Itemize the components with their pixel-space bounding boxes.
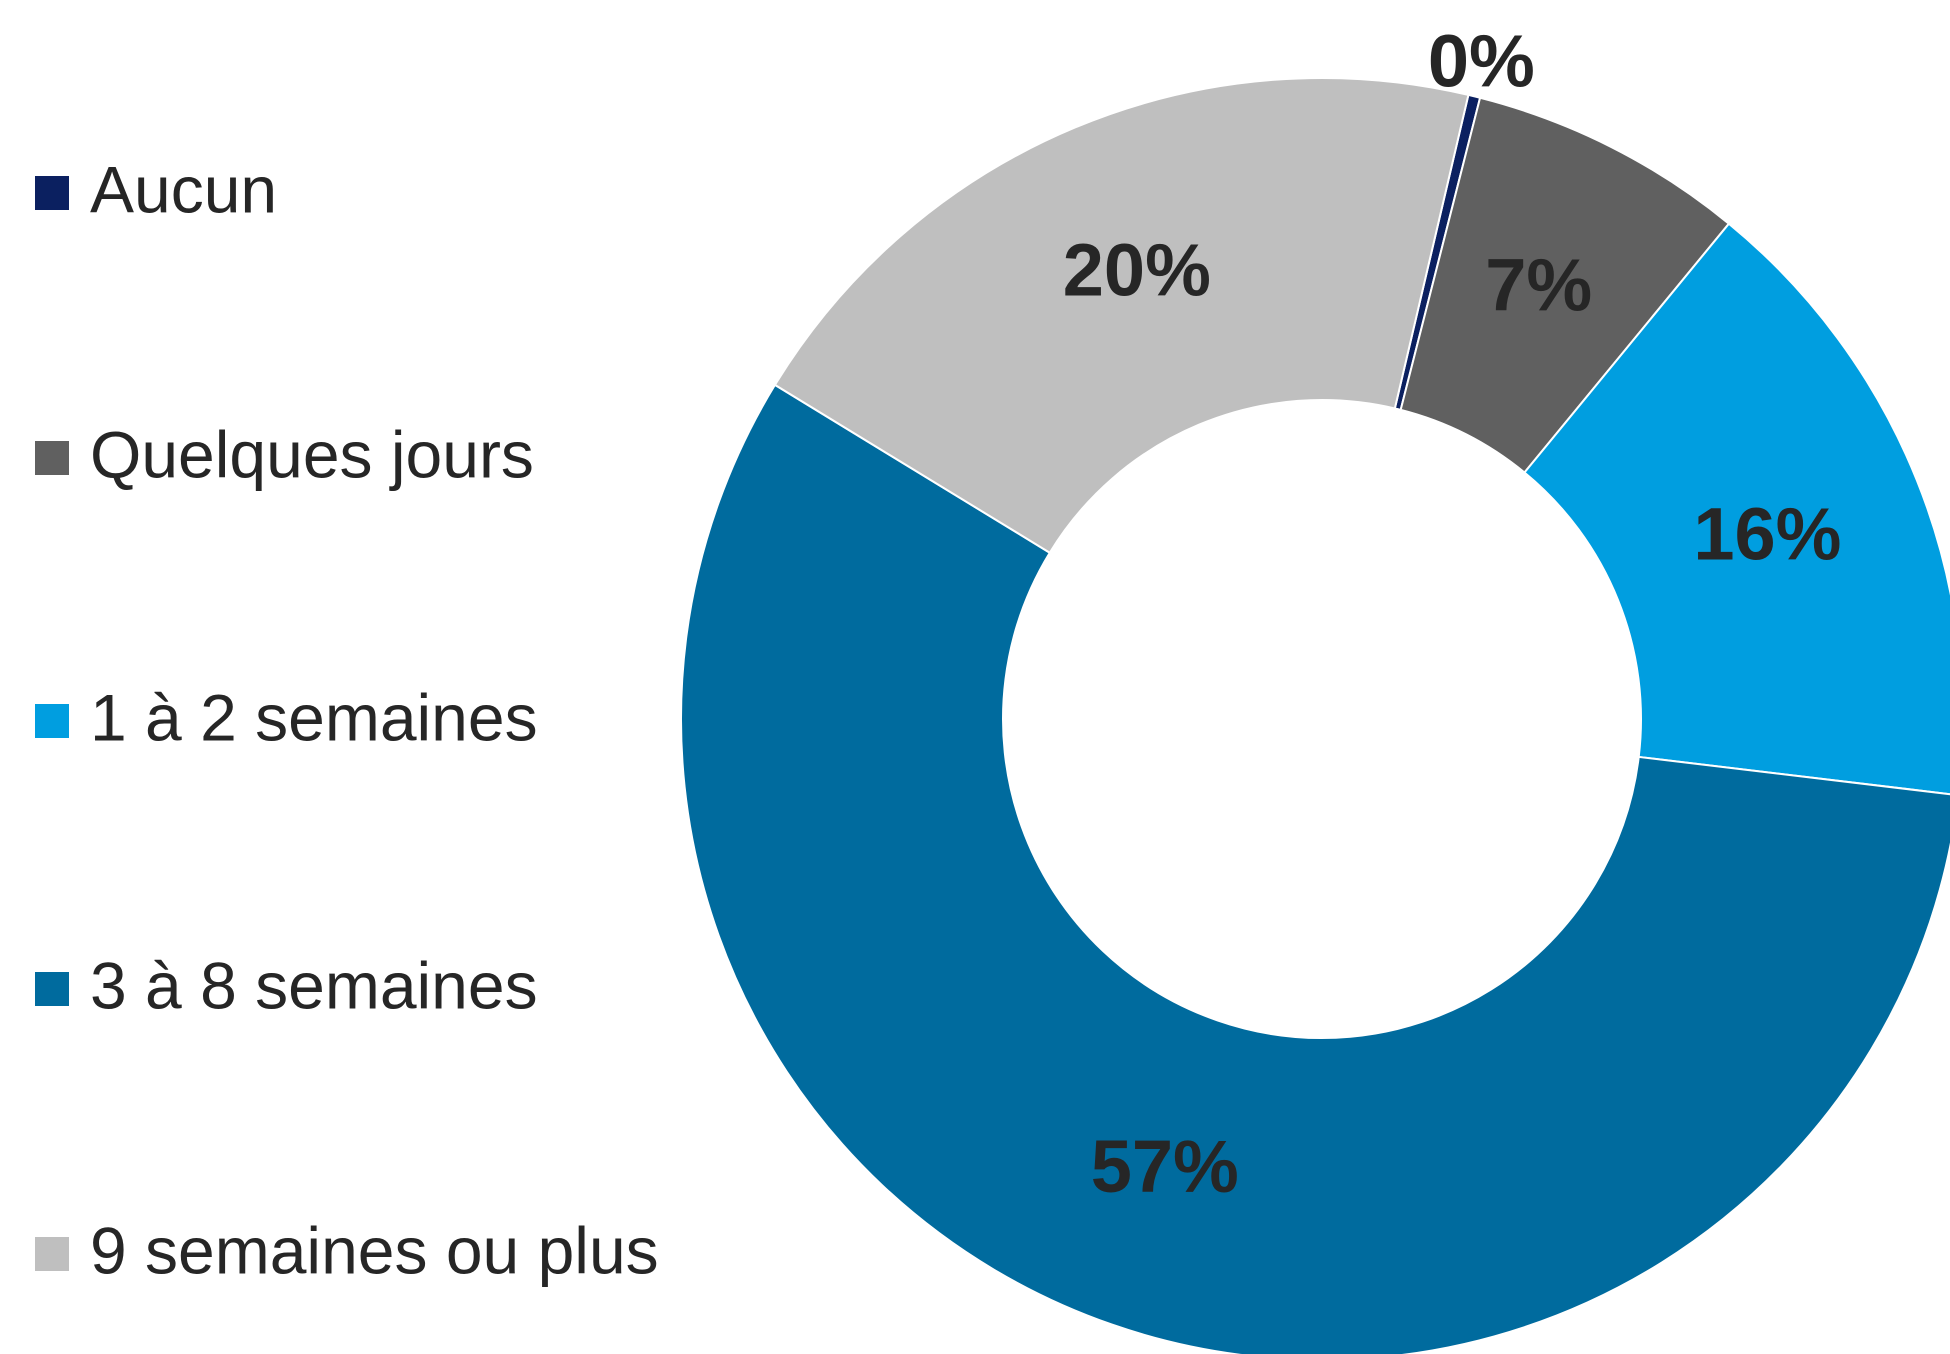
slice-label: 0%: [1428, 20, 1535, 103]
slice-label: 16%: [1693, 493, 1841, 576]
legend-label: 9 semaines ou plus: [90, 1213, 659, 1287]
legend-swatch: [35, 972, 69, 1006]
legend-swatch: [35, 1237, 69, 1271]
legend-swatch: [35, 704, 69, 738]
legend-label: Aucun: [90, 152, 277, 226]
slice-label: 7%: [1485, 243, 1592, 326]
legend-swatch: [35, 176, 69, 210]
legend-label: 1 à 2 semaines: [90, 680, 538, 754]
donut-slice: [680, 383, 1950, 1354]
legend-swatch: [35, 441, 69, 475]
donut-slice: [773, 77, 1470, 555]
legend-label: Quelques jours: [90, 417, 534, 491]
donut-slice: [1523, 222, 1950, 796]
legend-label: 3 à 8 semaines: [90, 948, 538, 1022]
slice-label: 57%: [1091, 1125, 1239, 1208]
slice-label: 20%: [1063, 229, 1211, 312]
